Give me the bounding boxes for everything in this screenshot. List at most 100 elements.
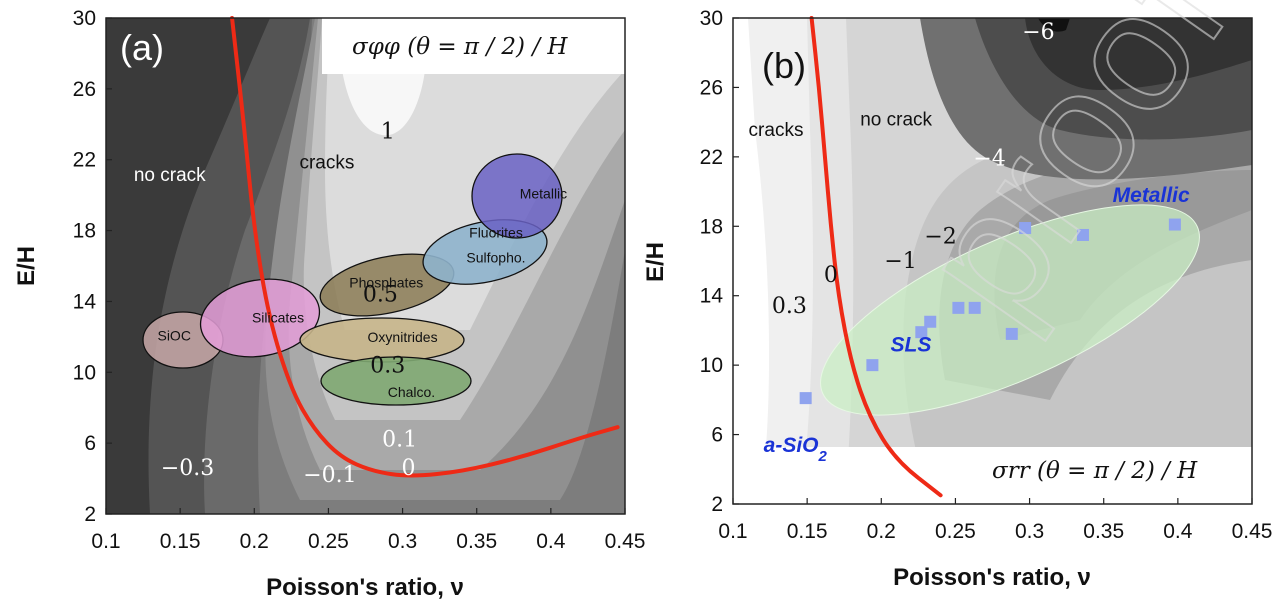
y-tick-label: 30 bbox=[700, 7, 723, 30]
material-family-label: Sulfopho. bbox=[466, 249, 525, 265]
x-tick-label: 0.45 bbox=[605, 530, 646, 553]
data-point bbox=[1005, 327, 1018, 340]
y-tick-label: 18 bbox=[700, 215, 723, 238]
x-tick-label: 0.2 bbox=[240, 530, 269, 553]
x-tick-label: 0.3 bbox=[1015, 520, 1044, 543]
x-tick-label: 0.1 bbox=[718, 520, 747, 543]
data-point bbox=[915, 326, 928, 339]
data-point bbox=[866, 359, 879, 372]
material-ellipses bbox=[142, 153, 563, 406]
region-label: cracks bbox=[749, 120, 804, 141]
ellipse-metallic bbox=[471, 153, 563, 239]
contour-label: 0.1 bbox=[382, 428, 417, 453]
sls-points bbox=[799, 218, 1181, 405]
y-axis-label-a: E/H bbox=[13, 246, 40, 286]
region-label: no crack bbox=[860, 110, 932, 131]
sls-band bbox=[820, 204, 1200, 416]
x-tick-label: 0.1 bbox=[91, 530, 120, 553]
axes-frame-b bbox=[732, 17, 1253, 505]
data-point bbox=[1168, 218, 1181, 231]
y-tick-label: 14 bbox=[73, 290, 97, 313]
y-tick-label: 30 bbox=[73, 7, 96, 30]
contour-label: −0.3 bbox=[161, 456, 214, 481]
contour-label: 1 bbox=[381, 119, 395, 144]
x-tick-label: 0.25 bbox=[935, 520, 976, 543]
material-family-label: Oxynitrides bbox=[368, 329, 438, 345]
x-tick-label: 0.4 bbox=[536, 530, 566, 553]
contour-label: 0.3 bbox=[772, 294, 807, 319]
y-axis-label-b: E/H bbox=[642, 242, 669, 282]
y-tick-label: 2 bbox=[84, 503, 96, 526]
axes-frame-a bbox=[105, 17, 626, 515]
y-tick-label: 6 bbox=[711, 424, 723, 447]
y-tick-label: 26 bbox=[73, 78, 96, 101]
material-family-label: Metallic bbox=[520, 186, 567, 202]
material-family-label: Silicates bbox=[252, 310, 304, 326]
contour-labels-b: −6 −4 −2 −1 0 0.3 bbox=[772, 20, 1055, 319]
x-tick-label: 0.25 bbox=[308, 530, 349, 553]
y-tick-label: 18 bbox=[73, 220, 96, 243]
panel-b-label: (b) bbox=[762, 45, 806, 86]
contour-label: −1 bbox=[884, 249, 916, 274]
critical-line-a bbox=[230, 16, 620, 478]
material-family-label: Phosphates bbox=[349, 274, 423, 290]
y-tick-label: 10 bbox=[73, 361, 96, 384]
y-tick-label: 10 bbox=[700, 354, 723, 377]
data-point bbox=[952, 301, 965, 314]
x-tick-label: 0.15 bbox=[787, 520, 828, 543]
y-tick-label: 26 bbox=[700, 76, 723, 99]
x-tick-label: 0.4 bbox=[1163, 520, 1193, 543]
x-tick-label: 0.2 bbox=[867, 520, 896, 543]
material-family-label: Chalco. bbox=[388, 384, 435, 400]
material-label: SLS bbox=[891, 333, 932, 356]
contour-label: 0.3 bbox=[370, 353, 405, 378]
panel-a: SiOC Silicates Phosphates Oxynitrides Chalco… bbox=[13, 7, 645, 601]
x-tick-label: 0.35 bbox=[1083, 520, 1124, 543]
panel-a-title: σφφ (θ = π / 2) / H bbox=[352, 34, 568, 60]
panel-a-label: (a) bbox=[120, 27, 164, 68]
region-label: cracks bbox=[299, 153, 354, 174]
contour-label: 0 bbox=[824, 263, 838, 288]
x-tick-label: 0.45 bbox=[1232, 520, 1273, 543]
contour-label: −0.1 bbox=[303, 463, 356, 488]
ellipse-chalco bbox=[320, 356, 472, 406]
y-tick-label: 2 bbox=[711, 493, 723, 516]
data-point bbox=[799, 392, 812, 405]
data-point bbox=[1076, 228, 1089, 241]
material-family-label: Fluorites bbox=[469, 225, 523, 241]
contour-label: 0.5 bbox=[363, 282, 398, 307]
x-tick-label: 0.3 bbox=[388, 530, 417, 553]
contour-label: 0 bbox=[402, 456, 416, 481]
material-family-label: SiOC bbox=[157, 327, 190, 343]
panel-b-title: σrr (θ = π / 2) / H bbox=[992, 458, 1198, 484]
region-labels-b: cracks no crack bbox=[749, 110, 933, 141]
x-ticks-b: 0.1 0.15 0.2 0.25 0.3 0.35 0.4 0.45 bbox=[718, 498, 1272, 543]
ellipse-labels: SiOC Silicates Phosphates Oxynitrides Chalco… bbox=[157, 186, 567, 400]
material-label: a-SiO2 bbox=[764, 434, 828, 465]
contour-label: −6 bbox=[1022, 20, 1054, 45]
region-label: no crack bbox=[134, 165, 206, 186]
contour-labels-a: 1 0.5 0.3 0.1 0 −0.1 −0.3 bbox=[161, 119, 417, 488]
y-tick-label: 14 bbox=[700, 285, 724, 308]
critical-line-b bbox=[809, 16, 943, 498]
contour-label: −4 bbox=[973, 147, 1005, 172]
data-point bbox=[1019, 222, 1032, 235]
contour-label: −2 bbox=[924, 225, 956, 250]
material-labels-b: a-SiO2 SLS Metallic bbox=[764, 184, 1190, 464]
x-ticks-a: 0.1 0.15 0.2 0.25 0.3 0.35 0.4 0.45 bbox=[91, 508, 645, 553]
data-point bbox=[968, 301, 981, 314]
y-tick-label: 22 bbox=[700, 146, 723, 169]
material-label: Metallic bbox=[1113, 184, 1190, 207]
x-axis-label-b: Poisson's ratio, ν bbox=[893, 564, 1091, 591]
region-labels-a: no crack cracks bbox=[134, 153, 355, 186]
data-point bbox=[924, 315, 937, 328]
ellipse-silicates bbox=[199, 278, 321, 358]
panel-b: −6 −4 −2 −1 0 0.3 cracks no crack a-SiO2 SLS Met… bbox=[642, 7, 1272, 591]
y-tick-label: 22 bbox=[73, 149, 96, 172]
x-tick-label: 0.35 bbox=[456, 530, 497, 553]
x-axis-label-a: Poisson's ratio, ν bbox=[266, 574, 464, 601]
y-tick-label: 6 bbox=[84, 432, 96, 455]
